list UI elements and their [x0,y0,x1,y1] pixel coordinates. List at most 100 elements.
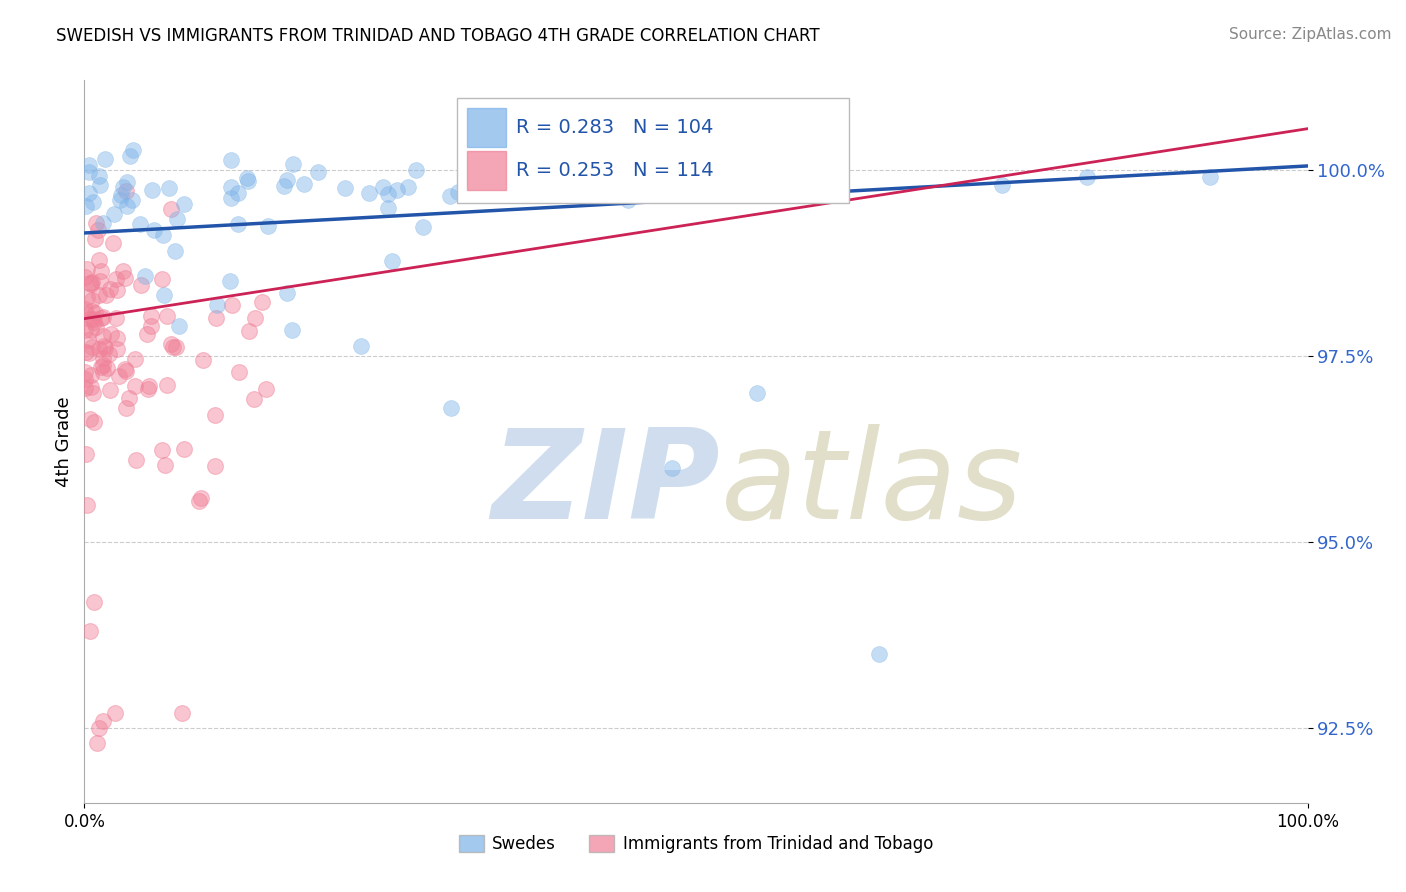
Point [94,152,117,166]
Point [165,340,187,354]
Point [228,365,250,379]
Point [86,223,108,237]
Point [236,174,259,188]
Point [83,232,105,246]
Point [252,295,274,310]
Point [75,269,97,284]
Point [869,647,891,661]
Point [75,307,97,321]
Point [83,595,105,609]
Point [664,163,686,178]
Point [79,411,101,425]
Point [114,184,136,198]
Point [350,339,373,353]
Point [75,365,97,379]
Point [254,383,277,397]
Point [84,215,107,229]
Point [672,184,695,198]
Point [236,170,259,185]
Point [75,345,97,359]
Point [371,179,394,194]
Point [221,191,243,205]
Point [93,216,115,230]
Point [678,187,700,202]
Point [94,341,117,355]
Point [89,342,111,356]
Point [91,351,114,365]
Point [256,219,278,233]
Point [83,315,105,329]
Text: Source: ZipAtlas.com: Source: ZipAtlas.com [1229,27,1392,42]
Point [121,193,143,207]
Point [79,379,101,393]
Point [141,183,163,197]
Point [136,326,159,341]
Point [107,368,129,383]
Point [333,181,356,195]
Point [405,162,427,177]
Point [80,293,103,308]
Point [276,286,298,301]
Point [124,379,146,393]
Point [481,169,503,184]
Point [173,197,195,211]
Point [693,166,716,180]
Point [89,253,111,268]
Point [80,275,103,289]
Point [377,201,399,215]
Point [592,180,614,194]
Point [90,360,112,375]
Point [87,288,110,302]
FancyBboxPatch shape [467,108,506,147]
Point [631,169,654,183]
Point [93,339,115,353]
Point [150,443,173,458]
Point [77,333,100,347]
Point [160,337,183,351]
Point [79,277,101,292]
Point [125,452,148,467]
Point [114,401,136,415]
Point [105,283,128,297]
Point [110,188,132,202]
Point [96,361,118,376]
Point [75,447,97,461]
Point [385,182,408,196]
Point [82,385,104,400]
Point [188,494,211,508]
Point [91,358,114,372]
FancyBboxPatch shape [457,98,849,203]
Point [652,159,675,173]
Point [502,185,524,199]
Point [79,624,101,639]
Point [91,714,114,728]
Point [396,179,419,194]
Point [204,408,226,422]
Point [101,236,124,251]
Text: SWEDISH VS IMMIGRANTS FROM TRINIDAD AND TOBAGO 4TH GRADE CORRELATION CHART: SWEDISH VS IMMIGRANTS FROM TRINIDAD AND … [56,27,820,45]
Point [467,170,489,185]
Point [77,165,100,179]
Y-axis label: 4th Grade: 4th Grade [55,396,73,487]
Point [89,274,111,288]
Point [136,382,159,396]
Point [111,263,134,277]
Point [111,180,134,194]
Point [73,302,96,317]
Point [98,282,121,296]
Point [118,149,141,163]
Point [87,721,110,735]
Point [991,178,1014,192]
Point [747,386,769,401]
Point [98,383,121,397]
Point [138,378,160,392]
Point [717,164,740,178]
Point [273,179,295,194]
Point [100,327,122,342]
Point [83,416,105,430]
FancyBboxPatch shape [467,151,506,190]
Point [94,288,117,302]
Point [105,342,128,356]
Point [82,312,104,326]
Point [651,169,673,183]
